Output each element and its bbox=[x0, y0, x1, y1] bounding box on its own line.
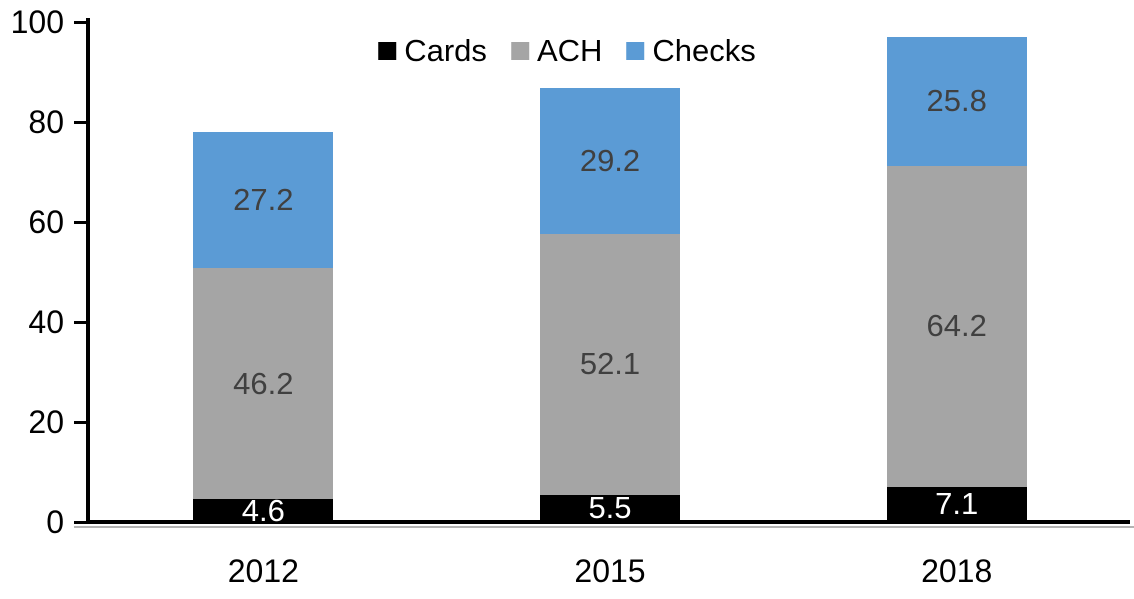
y-axis-tick bbox=[74, 521, 86, 524]
bar-segment-ach-2015 bbox=[540, 234, 680, 495]
y-tick-label: 20 bbox=[28, 404, 64, 440]
bar-segment-cards-2015 bbox=[540, 494, 680, 522]
bar-segment-ach-2018 bbox=[886, 165, 1027, 487]
y-tick-label: 100 bbox=[10, 4, 64, 40]
legend-item-cards: Cards bbox=[378, 33, 487, 69]
y-axis-tick bbox=[74, 221, 86, 224]
y-axis-tick bbox=[74, 21, 86, 24]
legend-item-ach: ACH bbox=[510, 33, 603, 69]
legend-swatch-ach-icon bbox=[510, 42, 529, 60]
bar-segment-cards-2018 bbox=[886, 486, 1027, 522]
x-axis-line bbox=[86, 520, 1130, 524]
legend-label-ach: ACH bbox=[536, 33, 603, 68]
legend-label-cards: Cards bbox=[404, 33, 487, 68]
y-axis-tick bbox=[74, 321, 86, 324]
y-axis-tick bbox=[74, 121, 86, 124]
bar-value-label-ach-2018: 64.2 bbox=[926, 308, 987, 343]
bar-value-label-checks-2012: 27.2 bbox=[233, 182, 294, 217]
bar-value-label-cards-2012: 4.6 bbox=[241, 492, 285, 528]
bar-value-label-checks-2015: 29.2 bbox=[579, 143, 641, 178]
bar-value-label-checks-2018: 25.8 bbox=[926, 83, 987, 118]
y-tick-label: 80 bbox=[28, 104, 64, 140]
legend-item-checks: Checks bbox=[626, 33, 756, 69]
x-category-label: 2015 bbox=[574, 553, 646, 589]
legend-swatch-checks-icon bbox=[626, 42, 645, 60]
x-category-label: 2018 bbox=[921, 553, 993, 589]
chart-legend: Cards ACH Checks bbox=[378, 33, 756, 69]
legend-label-checks: Checks bbox=[652, 33, 756, 68]
bar-value-label-cards-2015: 5.5 bbox=[588, 490, 632, 526]
bar-value-label-ach-2015: 52.1 bbox=[579, 346, 641, 382]
y-tick-label: 40 bbox=[28, 304, 64, 340]
bar-segment-checks-2018 bbox=[886, 36, 1027, 166]
bar-value-label-cards-2018: 7.1 bbox=[935, 486, 979, 522]
bar-segment-ach-2012 bbox=[193, 268, 334, 499]
bar-segment-checks-2015 bbox=[540, 88, 680, 234]
legend-swatch-cards-icon bbox=[378, 42, 397, 60]
x-category-label: 2012 bbox=[227, 553, 299, 589]
bar-segment-checks-2012 bbox=[193, 132, 334, 268]
bar-segment-cards-2012 bbox=[193, 499, 334, 522]
x-axis-shadow-line bbox=[74, 526, 1134, 528]
y-tick-label: 60 bbox=[28, 204, 64, 240]
y-axis-line bbox=[86, 18, 90, 524]
y-axis-tick bbox=[74, 421, 86, 424]
bar-value-label-ach-2012: 46.2 bbox=[233, 365, 294, 401]
y-tick-label: 0 bbox=[46, 504, 64, 540]
